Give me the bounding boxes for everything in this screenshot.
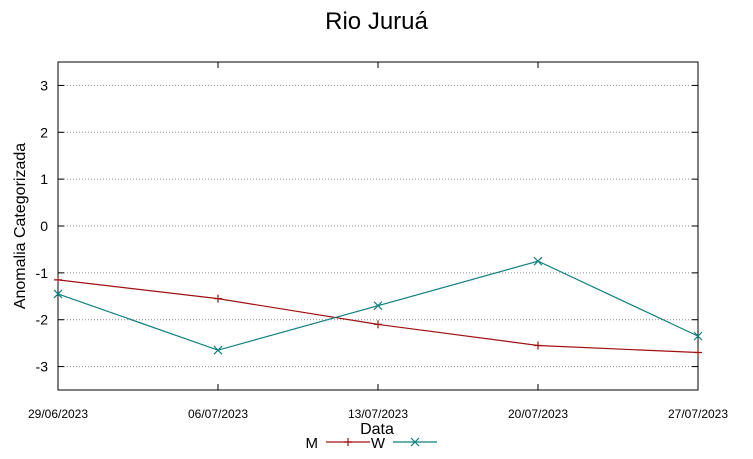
x-tick-label: 20/07/2023: [508, 407, 568, 421]
data-point-m: [534, 341, 542, 350]
x-tick-label: 13/07/2023: [348, 407, 408, 421]
y-tick-label: 0: [40, 218, 48, 234]
y-tick-label: 3: [40, 77, 48, 93]
data-point-m: [374, 320, 382, 329]
x-tick-label: 06/07/2023: [188, 407, 248, 421]
data-point-w: [53, 289, 63, 299]
y-tick-label: -3: [36, 359, 49, 375]
plot-frame: [57, 61, 699, 391]
data-point-w: [213, 345, 223, 355]
data-point-m: [694, 348, 702, 357]
x-tick-label: 29/06/2023: [28, 407, 88, 421]
legend-marker-w: [410, 437, 420, 447]
data-point-w: [693, 331, 703, 341]
y-tick-label: 2: [40, 124, 48, 140]
data-point-w: [533, 256, 543, 266]
y-tick-label: -1: [36, 265, 49, 281]
x-tick-label: 27/07/2023: [668, 407, 728, 421]
data-point-m: [214, 294, 222, 303]
chart-title: Rio Juruá: [325, 8, 428, 35]
y-tick-label: -2: [36, 312, 49, 328]
legend-label-m: M: [306, 435, 319, 452]
y-tick-label: 1: [40, 171, 48, 187]
legend-label-w: W: [371, 435, 386, 452]
legend-marker-m: [344, 438, 352, 446]
data-point-w: [373, 301, 383, 311]
data-point-m: [54, 275, 62, 284]
x-axis-label: Data: [360, 421, 394, 438]
